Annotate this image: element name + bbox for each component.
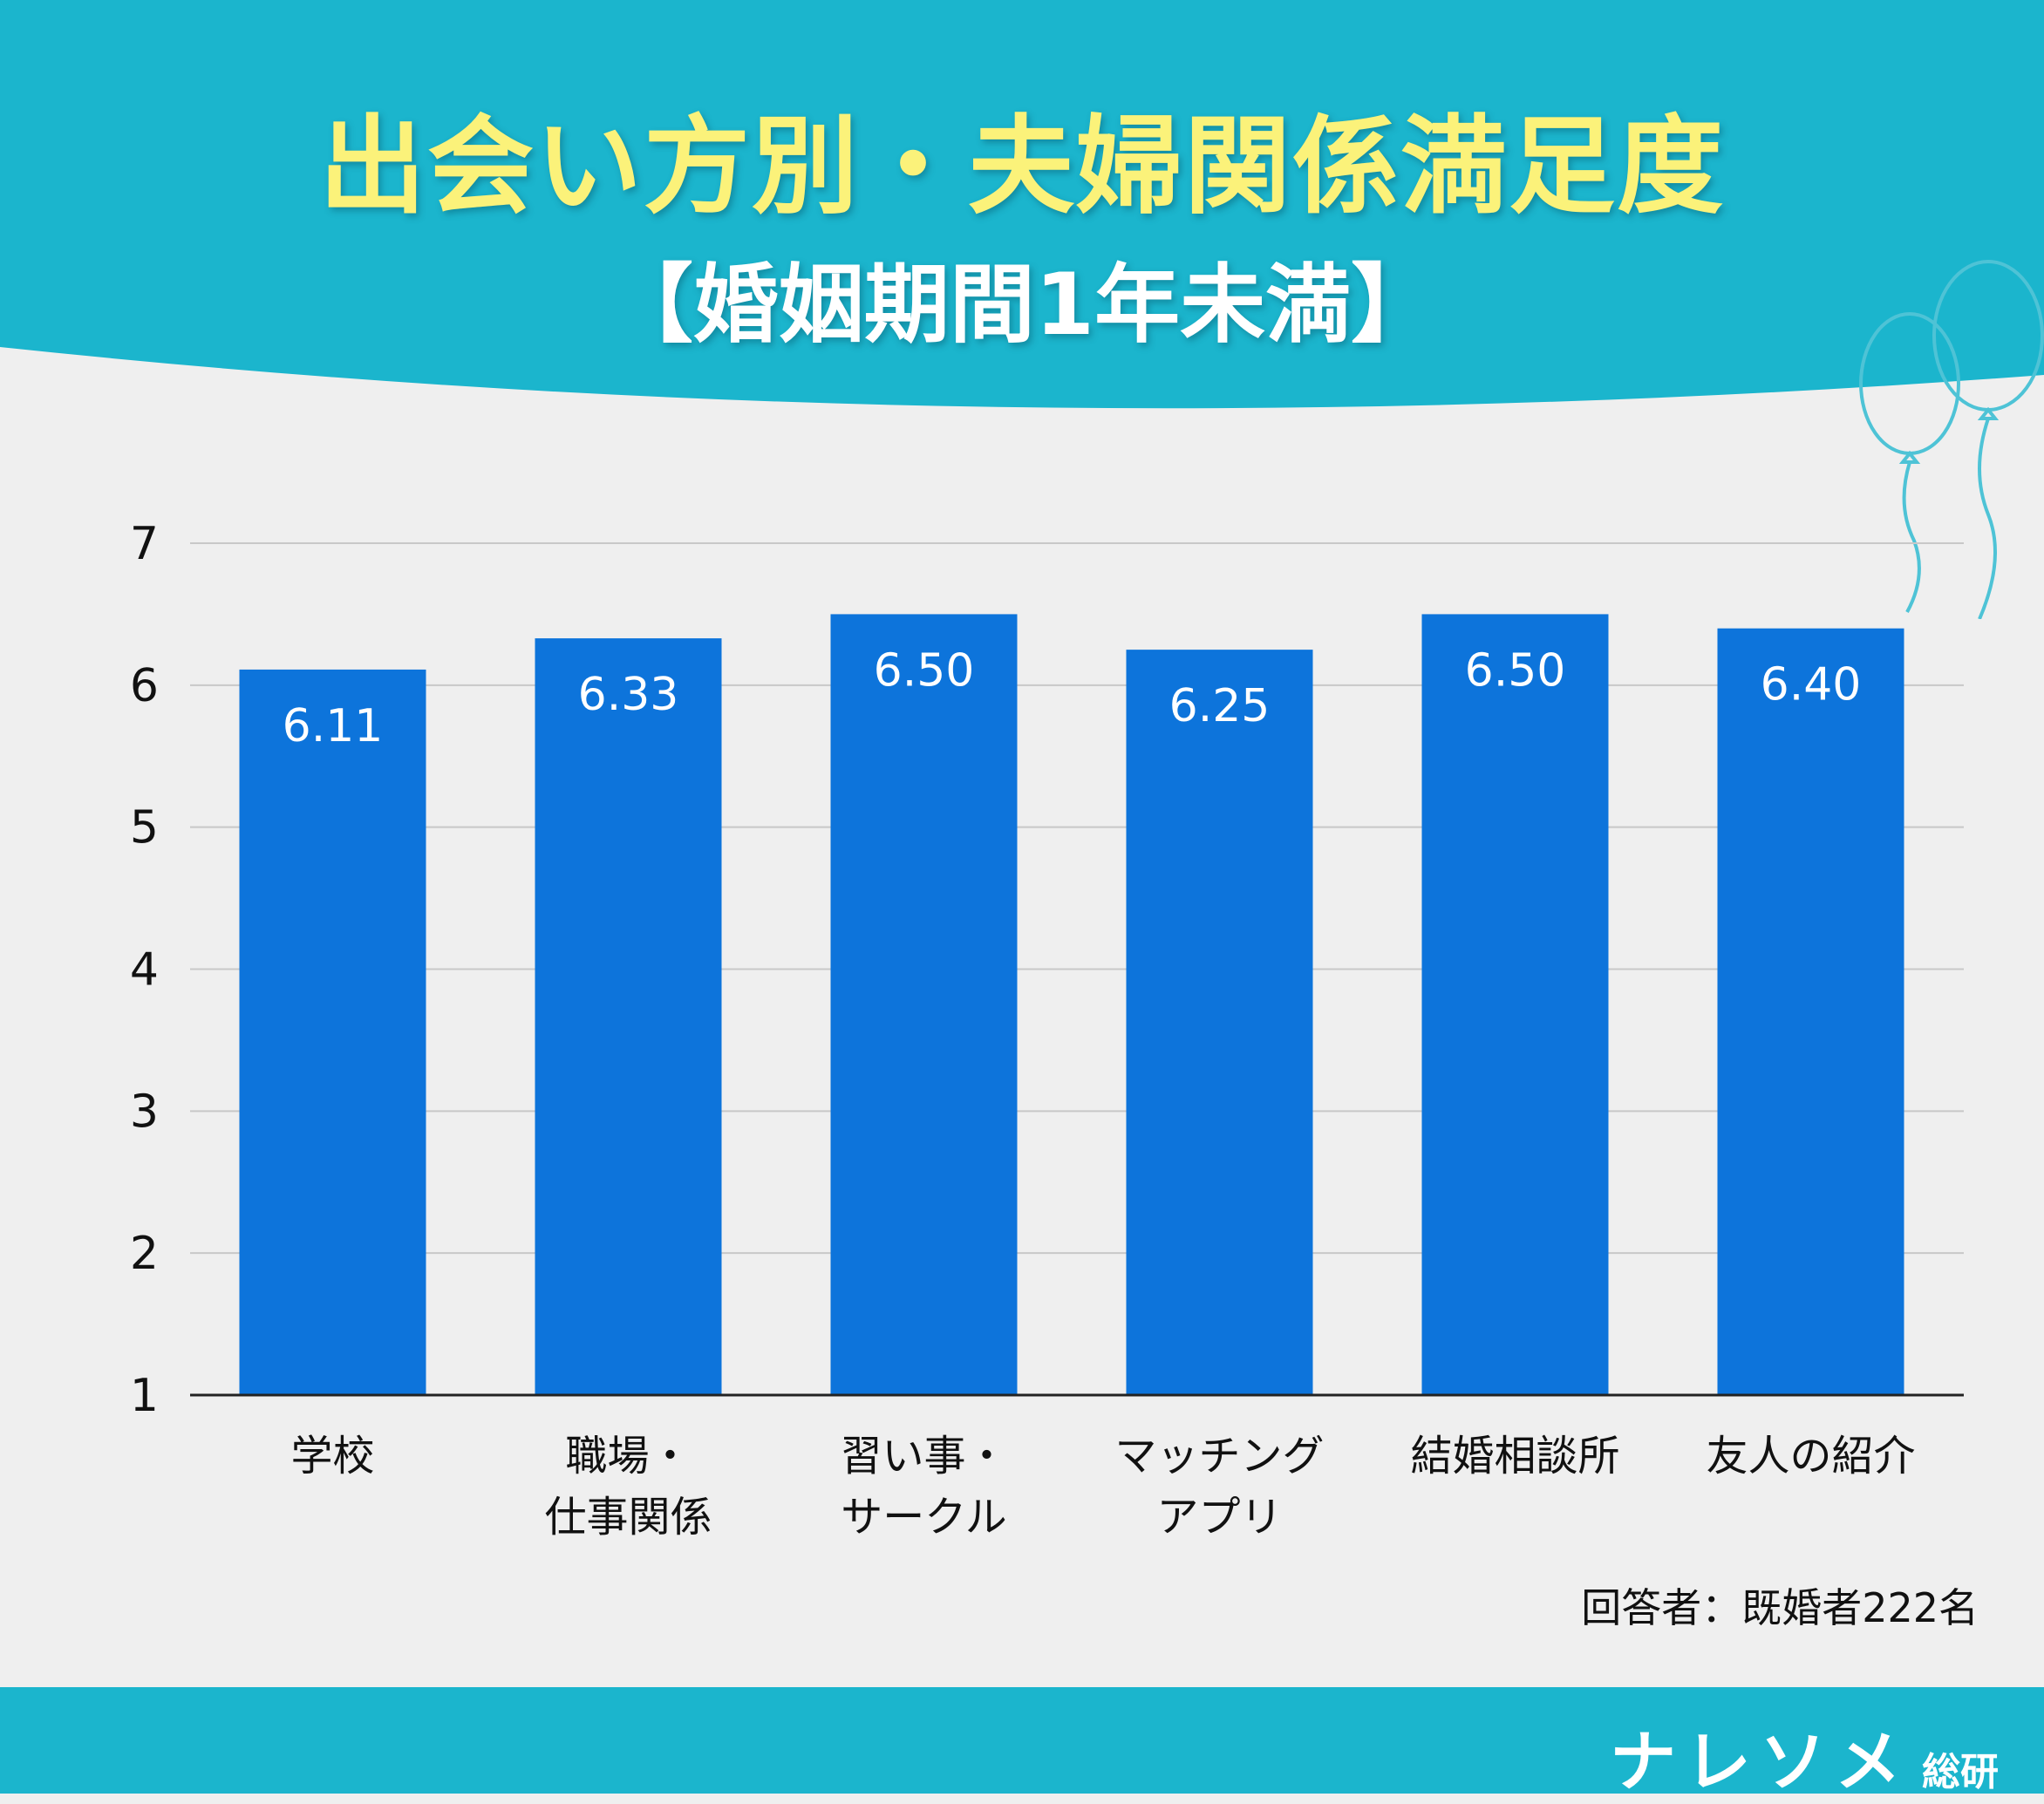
brand-logo: ナレソメ 総研 (1610, 1708, 1999, 1804)
brand-suffix: 総研 (1922, 1750, 1999, 1794)
bar-value-label: 6.11 (283, 700, 384, 752)
grid-lines (190, 542, 1964, 1255)
y-tick-label: 6 (130, 660, 159, 712)
bar (239, 669, 426, 1395)
category-label: アプリ (1156, 1493, 1282, 1542)
y-tick-label: 1 (130, 1370, 159, 1422)
bar-value-label: 6.33 (578, 669, 679, 721)
category-label: 職場・ (565, 1432, 691, 1481)
bar (1421, 614, 1609, 1395)
bar-value-label: 6.25 (1169, 680, 1271, 732)
respondents-note: 回答者：既婚者222名 (1581, 1584, 1979, 1631)
page-subtitle: 【婚姻期間1年未満】 (607, 255, 1437, 355)
y-tick-label: 4 (130, 944, 159, 997)
bar (535, 638, 722, 1395)
bar-value-label: 6.50 (874, 644, 975, 697)
bar-value-label: 6.40 (1761, 659, 1862, 711)
y-tick-label: 7 (130, 518, 159, 570)
y-tick-label: 5 (130, 802, 159, 854)
brand-name: ナレソメ (1610, 1723, 1910, 1801)
page-title: 出会い方別・夫婦関係満足度 (319, 105, 1725, 228)
y-axis-ticks: 1 2 3 4 5 6 7 (130, 518, 159, 1422)
header-banner (0, 0, 2044, 409)
category-label: マッチング (1114, 1432, 1324, 1481)
category-label: 友人の紹介 (1706, 1432, 1915, 1481)
y-tick-label: 3 (130, 1086, 159, 1138)
y-tick-label: 2 (130, 1228, 159, 1280)
category-label: 学校 (290, 1432, 374, 1481)
category-label: 結婚相談所 (1410, 1432, 1619, 1481)
balloon-icon (1859, 260, 2044, 619)
footer-band: ナレソメ 総研 (0, 1687, 2044, 1801)
bar-value-label: 6.50 (1465, 644, 1566, 697)
bars (239, 614, 1904, 1395)
bar (1126, 650, 1313, 1395)
bar (830, 614, 1018, 1395)
category-label: サークル (841, 1493, 1007, 1542)
category-label: 習い事・ (840, 1432, 1007, 1481)
bar (1717, 628, 1904, 1395)
category-label: 仕事関係 (544, 1493, 712, 1542)
value-labels: 6.11 6.33 6.50 6.25 6.50 6.40 (283, 644, 1862, 752)
